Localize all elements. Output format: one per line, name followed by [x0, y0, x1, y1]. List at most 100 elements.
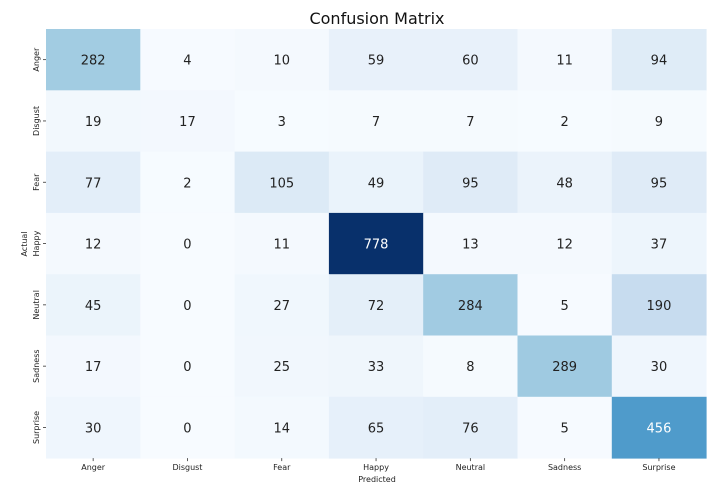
- cell-value-label: 2: [561, 115, 569, 130]
- cell-value-label: 77: [85, 176, 102, 191]
- heatmap-cell: [140, 29, 236, 91]
- heatmap-cell: [140, 274, 236, 336]
- cell-value-label: 60: [462, 54, 479, 69]
- cell-value-label: 778: [364, 238, 389, 253]
- cell-value-label: 17: [179, 115, 196, 130]
- cell-value-label: 4: [183, 54, 191, 69]
- heatmap-cell: [611, 29, 707, 91]
- cell-value-label: 0: [183, 299, 191, 314]
- heatmap-cell: [517, 274, 613, 336]
- heatmap-cell: [517, 151, 613, 214]
- cell-value-label: 282: [81, 54, 106, 69]
- cell-value-label: 14: [273, 421, 290, 436]
- heatmap-cell: [46, 212, 141, 275]
- cell-value-label: 2: [183, 176, 191, 191]
- cell-value-label: 11: [273, 238, 290, 253]
- chart-title: Confusion Matrix: [309, 9, 444, 28]
- heatmap-cell: [46, 29, 141, 91]
- cell-value-label: 72: [368, 299, 385, 314]
- heatmap-cell: [611, 212, 707, 275]
- heatmap-cell: [611, 274, 707, 336]
- cell-value-label: 37: [651, 238, 668, 253]
- heatmap-cell: [234, 151, 330, 214]
- heatmap-cell: [234, 29, 330, 91]
- cell-value-label: 95: [651, 176, 668, 191]
- cell-value-label: 12: [85, 238, 102, 253]
- cell-value-label: 10: [273, 54, 290, 69]
- cell-value-label: 5: [561, 421, 569, 436]
- heatmap-cell: [423, 274, 518, 336]
- y-tick-label: Anger: [32, 47, 41, 72]
- heatmap-cell: [517, 212, 613, 275]
- cell-value-label: 284: [458, 299, 483, 314]
- cell-value-label: 49: [368, 176, 385, 191]
- cell-value-label: 30: [651, 360, 668, 375]
- y-tick-label: Surprise: [32, 411, 41, 444]
- heatmap-cell: [328, 274, 424, 336]
- heatmap-cell: [328, 90, 424, 153]
- heatmap-cell: [46, 274, 141, 336]
- cell-value-label: 45: [85, 299, 102, 314]
- x-tick-labels: Anger Disgust Fear Happy Neutral Sadness Surpr…: [81, 458, 676, 472]
- cell-value-label: 0: [183, 238, 191, 253]
- heatmap-cell: [611, 151, 707, 214]
- y-axis-label: Actual: [20, 231, 29, 256]
- heatmap-cell: [517, 29, 613, 91]
- heatmap-cell: [611, 396, 707, 459]
- heatmap-cell: [517, 396, 613, 459]
- heatmap-cell: [46, 396, 141, 459]
- heatmap-cell: [140, 396, 236, 459]
- cell-value-label: 17: [85, 360, 102, 375]
- x-axis-label: Predicted: [358, 475, 396, 484]
- heatmap-cell: [328, 335, 424, 398]
- cell-value-label: 5: [561, 299, 569, 314]
- heatmap-cell: [423, 29, 518, 91]
- y-tick-label: Neutral: [32, 290, 41, 320]
- heatmap-cell: [328, 151, 424, 214]
- cell-value-label: 7: [372, 115, 380, 130]
- cell-value-label: 8: [466, 360, 474, 375]
- heatmap-cell: [611, 90, 707, 153]
- y-tick-label: Happy: [32, 230, 41, 256]
- heatmap-cell: [328, 29, 424, 91]
- x-tick-label: Sadness: [548, 463, 581, 472]
- cell-value-label: 25: [273, 360, 290, 375]
- cell-value-label: 12: [556, 238, 573, 253]
- x-tick-label: Disgust: [172, 463, 202, 472]
- cell-value-label: 19: [85, 115, 102, 130]
- heatmap-cell: [234, 396, 330, 459]
- cell-value-label: 76: [462, 421, 479, 436]
- y-tick-label: Fear: [32, 173, 41, 191]
- y-tick-labels: Anger Disgust Fear Happy Neutral Sadness Surpr…: [32, 47, 46, 444]
- heatmap-cell: [423, 396, 518, 459]
- cell-value-label: 94: [651, 54, 668, 69]
- cell-value-label: 33: [368, 360, 385, 375]
- heatmap-cell: [423, 335, 518, 398]
- cell-value-label: 105: [269, 176, 294, 191]
- heatmap-cell: [423, 212, 518, 275]
- cell-value-label: 95: [462, 176, 479, 191]
- heatmap-cell: [46, 90, 141, 153]
- x-tick-label: Anger: [81, 463, 106, 472]
- heatmap-cell: [328, 212, 424, 275]
- y-tick-label: Disgust: [32, 106, 41, 136]
- heatmap-cell: [46, 335, 141, 398]
- heatmap-cell: [234, 90, 330, 153]
- cell-value-label: 9: [655, 115, 663, 130]
- heatmap-cell: [423, 151, 518, 214]
- cell-value-label: 190: [647, 299, 672, 314]
- cell-value-label: 0: [183, 360, 191, 375]
- heatmap-cell: [140, 212, 236, 275]
- heatmap-cell: [140, 151, 236, 214]
- cell-value-label: 27: [273, 299, 290, 314]
- heatmap-cell: [517, 335, 613, 398]
- cell-value-label: 7: [466, 115, 474, 130]
- cell-value-label: 11: [556, 54, 573, 69]
- cell-value-label: 289: [552, 360, 577, 375]
- heatmap-cell: [46, 151, 141, 214]
- x-tick-label: Fear: [273, 463, 291, 472]
- cell-value-label: 59: [368, 54, 385, 69]
- heatmap-cell: [140, 90, 236, 153]
